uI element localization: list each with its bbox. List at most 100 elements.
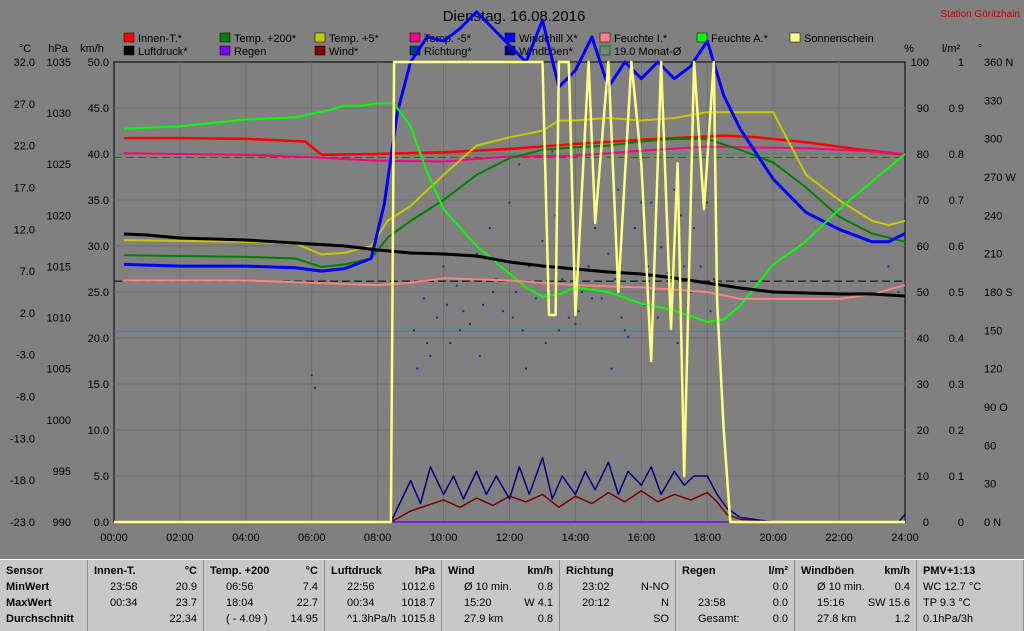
stats-cell-value: 22.34 (169, 613, 197, 625)
direction-point (581, 291, 584, 293)
stats-unit: hPa (414, 565, 435, 577)
rain-tick-label: 1 (958, 57, 964, 69)
wind-tick-label: 25.0 (88, 287, 109, 299)
direction-tick-label: 360 N (984, 57, 1013, 69)
stats-cell-label: WC 12.7 °C (923, 581, 982, 593)
unit-label-wind: km/h (80, 43, 104, 55)
temp-tick-label: 12.0 (14, 224, 35, 236)
direction-point (455, 284, 458, 287)
legend-label: Temp. +5* (329, 33, 380, 45)
humidity-tick-label: 10 (917, 471, 929, 483)
pressure-tick-label: 990 (53, 517, 71, 529)
series-line-windb-en- (390, 456, 906, 523)
unit-label-rain: l/m² (942, 43, 961, 55)
stats-unit: °C (184, 565, 197, 577)
stats-row: 0.1hPa/3h (917, 611, 1023, 627)
unit-label-direction: ° (978, 43, 982, 55)
stats-row: MaxWert (0, 595, 87, 611)
legend-label: Regen (234, 46, 266, 58)
direction-point (515, 291, 518, 293)
stats-header-row: Luftdruck hPa (325, 563, 441, 579)
humidity-tick-label: 20 (917, 425, 929, 437)
stats-cell-label: 00:34 (110, 597, 138, 609)
direction-point (518, 163, 521, 166)
pressure-tick-label: 1010 (47, 313, 71, 325)
legend-swatch (219, 45, 231, 56)
stats-column: Richtung 23:02 N-NO 20:12 N SO (560, 560, 676, 631)
direction-point (412, 329, 415, 332)
x-tick-label: 02:00 (166, 532, 194, 544)
rain-tick-label: 0.4 (949, 333, 964, 345)
direction-tick-label: 270 W (984, 172, 1016, 184)
humidity-tick-label: 50 (917, 287, 929, 299)
direction-point (422, 297, 425, 300)
stats-header-row: Temp. +200 °C (204, 563, 324, 579)
direction-point (561, 278, 564, 281)
stats-row: 18:04 22.7 (204, 595, 324, 611)
stats-header: Wind (448, 565, 475, 577)
stats-column: Windböen km/h Ø 10 min. 0.4 15:16 SW 15.6 27.8… (795, 560, 917, 631)
stats-cell-label: 27.9 km (464, 613, 504, 625)
direction-point (459, 329, 462, 332)
direction-tick-label: 150 (984, 325, 1002, 337)
temp-tick-label: -13.0 (10, 433, 35, 445)
wind-tick-label: 30.0 (88, 241, 109, 253)
stats-cell-label: 22:56 (347, 581, 375, 593)
direction-point (508, 201, 511, 204)
stats-row: 27.9 km 0.8 (442, 611, 559, 627)
stats-cell-label: Gesamt: (698, 613, 740, 625)
legend-label: Temp. +200* (234, 33, 297, 45)
statistics-panel: Sensor MinWert MaxWert Durchschnitt Innen-T.… (0, 559, 1024, 631)
direction-point (693, 227, 696, 230)
temp-tick-label: 7.0 (20, 266, 35, 278)
pressure-tick-label: 1025 (47, 159, 71, 171)
direction-point (623, 329, 626, 332)
stats-unit: °C (305, 565, 318, 577)
x-tick-label: 14:00 (562, 532, 590, 544)
stats-cell-label: 18:04 (226, 597, 254, 609)
stats-cell-value: 0.4 (894, 581, 910, 593)
stats-cell-value: 1018.7 (401, 597, 435, 609)
stats-header-row: Windböen km/h (795, 563, 916, 579)
stats-row: 06:56 7.4 (204, 579, 324, 595)
wind-tick-label: 20.0 (88, 333, 109, 345)
direction-point (541, 239, 544, 242)
stats-cell-label: 20:12 (582, 597, 610, 609)
stats-column: Sensor MinWert MaxWert Durchschnitt (0, 560, 88, 631)
stats-cell-value: SW 15.6 (867, 597, 910, 609)
stats-header: Innen-T. (94, 565, 136, 577)
station-name: Station Göritzhain (941, 9, 1021, 20)
pressure-tick-label: 1020 (47, 210, 71, 222)
stats-unit: l/m² (768, 565, 788, 577)
temp-tick-label: 22.0 (14, 141, 35, 153)
stats-header: Luftdruck (331, 565, 382, 577)
legend-label: Feuchte A.* (711, 33, 769, 45)
stats-header: Temp. +200 (210, 565, 270, 577)
pressure-tick-label: 995 (53, 466, 71, 478)
x-tick-label: 16:00 (628, 532, 656, 544)
stats-cell-value: 7.4 (302, 581, 318, 593)
legend-label: Luftdruck* (138, 46, 188, 58)
stats-row: TP 9.3 °C (917, 595, 1023, 611)
stats-header: Sensor (6, 565, 44, 577)
direction-tick-label: 180 S (984, 287, 1013, 299)
stats-header-row: Innen-T. °C (88, 563, 203, 579)
stats-header-row: Richtung (560, 563, 675, 579)
legend-swatch (314, 45, 326, 56)
stats-cell-value: 14.95 (290, 613, 318, 625)
stats-cell-value: 0.8 (537, 613, 553, 625)
stats-cell-label: MaxWert (6, 597, 52, 609)
pressure-tick-label: 1005 (47, 364, 71, 376)
direction-point (574, 322, 577, 325)
stats-row: 23:58 0.0 (676, 595, 794, 611)
stats-row: 23:58 20.9 (88, 579, 203, 595)
stats-row: MinWert (0, 579, 87, 595)
humidity-tick-label: 0 (923, 517, 929, 529)
stats-header: Windböen (801, 565, 855, 577)
series-line-luftdruck- (123, 232, 906, 298)
direction-point (640, 201, 643, 204)
reference-lines (114, 156, 905, 332)
x-tick-label: 06:00 (298, 532, 326, 544)
direction-point (617, 188, 620, 191)
temp-tick-label: -18.0 (10, 475, 35, 487)
